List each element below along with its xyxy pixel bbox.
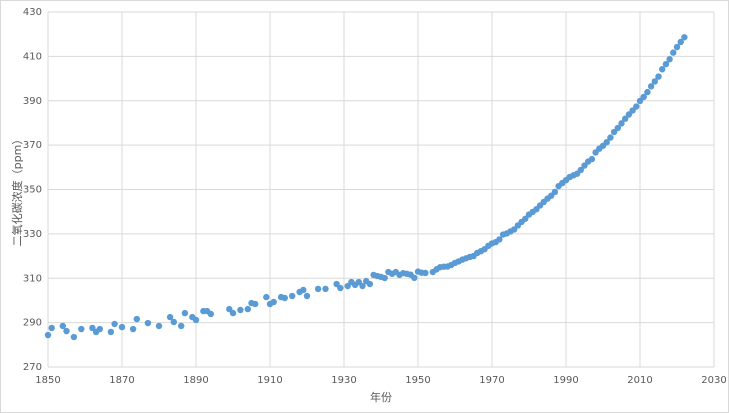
- data-point: [662, 60, 670, 68]
- data-point: [96, 325, 104, 333]
- data-point: [633, 103, 640, 110]
- data-point: [659, 66, 666, 73]
- data-point: [322, 285, 329, 293]
- x-tick-label: 1970: [479, 375, 504, 386]
- x-axis-title: 年份: [370, 390, 392, 404]
- data-point: [111, 320, 118, 328]
- data-point: [607, 134, 614, 141]
- data-point: [644, 88, 651, 96]
- x-tick-label: 2030: [701, 375, 726, 386]
- data-point: [677, 38, 684, 46]
- x-tick-label: 1850: [35, 375, 60, 386]
- y-tick-label: 390: [23, 96, 42, 107]
- data-point: [673, 43, 681, 51]
- x-tick-label: 1930: [331, 375, 356, 386]
- y-tick-label: 370: [23, 140, 42, 151]
- data-point: [651, 78, 658, 85]
- data-point: [422, 269, 429, 277]
- data-point: [63, 327, 70, 335]
- data-point: [289, 292, 296, 300]
- y-axis-title: 二氧化碳浓度（ppm）: [10, 134, 24, 247]
- data-point: [588, 155, 596, 163]
- x-tick-label: 2010: [627, 375, 652, 386]
- data-point: [244, 305, 251, 313]
- data-point: [192, 316, 200, 324]
- data-point: [666, 56, 673, 63]
- data-point: [107, 328, 115, 336]
- data-point: [129, 325, 137, 333]
- x-tick-label: 1910: [257, 375, 282, 386]
- data-point: [577, 166, 584, 174]
- data-point: [618, 120, 625, 127]
- data-point: [181, 309, 189, 317]
- data-point: [270, 298, 277, 306]
- data-point: [78, 325, 85, 333]
- data-point: [237, 306, 244, 314]
- data-point: [366, 280, 374, 288]
- data-point: [300, 286, 307, 294]
- data-point: [496, 236, 503, 243]
- data-point: [337, 284, 344, 292]
- data-point: [263, 293, 270, 301]
- data-point: [522, 215, 529, 222]
- data-point: [166, 313, 174, 321]
- data-point: [178, 322, 185, 330]
- data-point: [70, 333, 78, 341]
- data-point: [133, 315, 140, 323]
- data-point: [59, 322, 66, 330]
- data-point: [681, 34, 688, 41]
- data-point: [411, 274, 418, 282]
- data-point: [622, 115, 629, 122]
- data-point: [603, 139, 610, 146]
- x-tick-label: 1890: [183, 375, 208, 386]
- data-point: [614, 124, 621, 132]
- data-point: [303, 292, 311, 300]
- data-point: [670, 49, 677, 56]
- data-point: [118, 323, 126, 331]
- y-tick-label: 310: [23, 273, 42, 284]
- data-point: [207, 310, 214, 318]
- y-tick-label: 430: [23, 7, 42, 18]
- data-point: [48, 324, 55, 332]
- data-point: [44, 331, 52, 339]
- x-tick-label: 1990: [553, 375, 578, 386]
- x-tick-label: 1950: [405, 375, 430, 386]
- data-point: [314, 285, 322, 293]
- y-tick-label: 270: [23, 362, 42, 373]
- y-tick-label: 330: [23, 229, 42, 240]
- x-tick-label: 1870: [109, 375, 134, 386]
- data-point: [551, 188, 559, 196]
- data-point: [640, 93, 647, 101]
- data-point: [155, 322, 163, 330]
- data-point: [252, 300, 259, 308]
- data-point: [144, 319, 152, 327]
- data-point: [281, 294, 288, 302]
- data-point: [359, 282, 366, 290]
- data-point: [655, 73, 662, 80]
- data-point: [170, 318, 177, 326]
- data-point: [381, 274, 388, 282]
- y-tick-label: 350: [23, 185, 42, 196]
- y-tick-label: 290: [23, 318, 42, 329]
- y-tick-label: 410: [23, 51, 42, 62]
- data-point: [229, 309, 237, 317]
- data-point: [647, 83, 655, 90]
